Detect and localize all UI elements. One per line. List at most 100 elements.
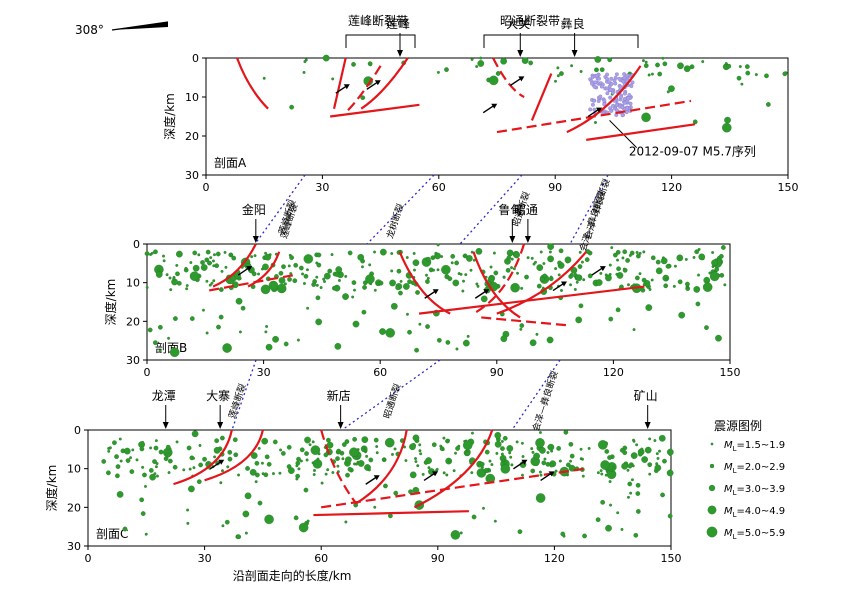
earthquake-dot — [107, 449, 111, 453]
earthquake-dot — [409, 471, 417, 479]
earthquake-dot — [201, 308, 205, 312]
earthquake-dot — [627, 463, 633, 469]
earthquake-dot — [621, 256, 625, 260]
profile-a: 0 30 60 90 120 150 0 10 20 30 深度/km 剖面A 2012-09-07 M… — [162, 16, 799, 194]
earthquake-dot — [365, 274, 375, 284]
earthquake-dot — [615, 307, 621, 313]
town-label: 大关 — [506, 17, 530, 31]
earthquake-dot — [334, 272, 340, 277]
earthquake-dot — [436, 268, 440, 272]
earthquake-dot — [235, 297, 243, 305]
earthquake-dot — [264, 251, 268, 255]
sequence-event — [630, 80, 635, 85]
earthquake-dot — [360, 95, 366, 101]
earthquake-dot — [521, 473, 524, 477]
y-axis-label: 深度/km — [103, 279, 118, 326]
sequence-event — [621, 79, 626, 84]
fault-line — [586, 123, 696, 141]
earthquake-hypocenters — [144, 243, 727, 358]
earthquake-dot — [573, 287, 577, 291]
earthquake-dot — [584, 257, 590, 262]
legend-symbol — [707, 505, 717, 515]
earthquake-dot — [227, 456, 233, 462]
earthquake-dot — [230, 253, 233, 257]
earthquake-dot — [162, 254, 165, 258]
earthquake-dot — [492, 251, 496, 255]
earthquake-dot — [450, 254, 456, 259]
earthquake-dot — [404, 459, 408, 463]
earthquake-dot — [434, 251, 438, 255]
earthquake-dot — [167, 471, 171, 475]
earthquake-dot — [154, 439, 158, 443]
earthquake-dot — [702, 282, 713, 292]
earthquake-dot — [185, 284, 189, 287]
earthquake-dot — [168, 276, 172, 280]
earthquake-dot — [600, 500, 606, 505]
x-tick-label: 30 — [257, 366, 271, 379]
y-tick-label: 20 — [185, 130, 199, 143]
earthquake-dot — [611, 465, 615, 469]
profile-name: 剖面A — [214, 156, 247, 170]
earthquake-dot — [157, 324, 163, 330]
earthquake-dot — [594, 121, 597, 124]
earthquake-dot — [489, 265, 493, 269]
earthquake-dot — [647, 462, 653, 467]
earthquake-dot — [280, 451, 286, 456]
earthquake-dot — [219, 481, 223, 485]
earthquake-dot — [116, 491, 124, 498]
earthquake-dot — [212, 264, 216, 268]
earthquake-dot — [719, 273, 725, 278]
earthquake-dot — [582, 278, 586, 282]
earthquake-dot — [521, 57, 529, 64]
earthquake-dot — [375, 445, 379, 448]
earthquake-dot — [315, 275, 319, 279]
town-label: 大寨 — [206, 388, 230, 403]
earthquake-dot — [570, 64, 574, 68]
earthquake-dot — [296, 456, 301, 462]
earthquake-dot — [715, 334, 722, 342]
earthquake-dot — [627, 481, 633, 487]
earthquake-dot — [631, 464, 635, 468]
y-tick-label: 0 — [133, 238, 140, 251]
earthquake-dot — [331, 471, 335, 474]
earthquake-dot — [510, 257, 514, 261]
earthquake-dot — [692, 119, 698, 125]
earthquake-dot — [666, 469, 674, 477]
earthquake-dot — [154, 465, 158, 469]
earthquake-dot — [390, 302, 398, 310]
x-tick-label: 120 — [661, 181, 682, 194]
earthquake-dot — [344, 520, 348, 524]
fault-line — [566, 65, 642, 134]
earthquake-dot — [655, 62, 660, 68]
earthquake-dot — [268, 280, 279, 291]
earthquake-dot — [140, 511, 146, 516]
legend-label: ML=4.0~4.9 — [724, 506, 785, 519]
earthquake-dot — [650, 278, 654, 282]
earthquake-dot — [578, 250, 582, 254]
earthquake-dot — [216, 324, 221, 330]
earthquake-dot — [566, 462, 571, 468]
earthquake-dot — [645, 304, 653, 311]
earthquake-dot — [257, 446, 261, 450]
x-tick-label: 90 — [548, 181, 562, 194]
earthquake-dot — [299, 447, 305, 453]
earthquake-dot — [311, 440, 315, 444]
earthquake-dot — [169, 288, 173, 292]
earthquake-dot — [250, 452, 258, 459]
earthquake-dot — [388, 513, 393, 519]
earthquake-dot — [289, 255, 294, 260]
earthquake-dot — [215, 251, 221, 257]
sequence-event — [592, 107, 597, 112]
earthquake-dot — [455, 446, 460, 451]
town-marker-icon — [524, 236, 531, 243]
earthquake-dot — [435, 467, 439, 471]
earthquake-dot — [609, 503, 613, 507]
earthquake-dot — [600, 460, 610, 470]
sequence-event — [609, 108, 614, 113]
earthquake-dot — [470, 471, 474, 475]
earthquake-dot — [607, 57, 613, 63]
earthquake-dot — [506, 255, 512, 261]
earthquake-dot — [323, 280, 326, 283]
fault-lines — [173, 429, 586, 517]
